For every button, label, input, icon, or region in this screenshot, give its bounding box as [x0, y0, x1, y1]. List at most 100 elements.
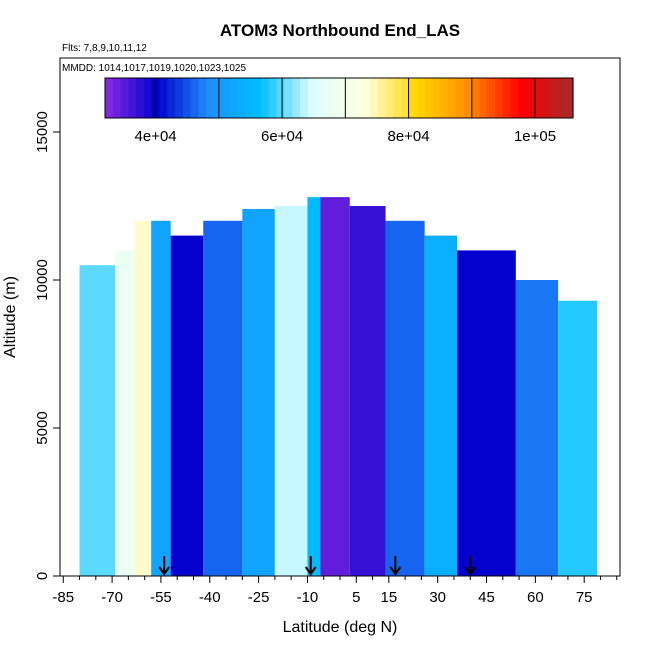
- x-axis-label: Latitude (deg N): [283, 619, 398, 636]
- colorbar-segment: [393, 78, 402, 118]
- colorbar-segment: [175, 78, 184, 118]
- colorbar-segment: [518, 78, 527, 118]
- colorbar: 4e+04 6e+04 8e+04 1e+05: [104, 77, 574, 145]
- heatmap-column: [115, 250, 135, 576]
- y-tick-label: 10000: [34, 259, 51, 301]
- colorbar-segment: [526, 78, 535, 118]
- colorbar-segment: [385, 78, 395, 118]
- x-tick-label: 75: [576, 589, 593, 606]
- colorbar-segment: [284, 78, 293, 118]
- colorbar-segment: [268, 78, 278, 118]
- heatmap-column: [515, 280, 559, 576]
- colorbar-segment: [510, 78, 519, 118]
- colorbar-segment: [401, 78, 410, 118]
- heatmap-column: [203, 220, 243, 577]
- colorbar-tick-label: 8e+04: [387, 128, 429, 145]
- colorbar-segment: [261, 78, 270, 118]
- heatmap-column: [274, 206, 308, 576]
- colorbar-segment: [424, 78, 434, 118]
- heatmap-column: [385, 220, 425, 577]
- colorbar-segment: [276, 78, 285, 118]
- colorbar-segment: [136, 78, 145, 118]
- dates-label: MMDD: 1014,1017,1019,1020,1023,1025: [62, 63, 246, 74]
- colorbar-segment: [487, 78, 496, 118]
- profile-marker-arrow: [158, 566, 170, 576]
- x-tick-label: -85: [52, 589, 74, 606]
- colorbar-segment: [323, 78, 332, 118]
- colorbar-segment: [370, 78, 379, 118]
- x-tick-label: -25: [248, 589, 270, 606]
- heatmap-layer: [79, 197, 598, 577]
- colorbar-segment: [237, 78, 246, 118]
- x-tick-label: 15: [380, 589, 397, 606]
- y-tick-label: 0: [34, 572, 51, 580]
- heatmap-column: [307, 197, 321, 576]
- colorbar-frame: [104, 77, 574, 119]
- colorbar-segment: [229, 78, 239, 118]
- colorbar-segment: [440, 78, 449, 118]
- colorbar-segment: [417, 78, 426, 118]
- profile-markers: [158, 556, 477, 576]
- heatmap-column: [558, 300, 598, 576]
- heatmap-column: [349, 206, 386, 576]
- colorbar-segment: [190, 78, 200, 118]
- colorbar-segment: [541, 78, 551, 118]
- heatmap-column: [151, 220, 171, 577]
- colorbar-segment: [354, 78, 363, 118]
- colorbar-segment: [463, 78, 473, 118]
- flights-label: Flts: 7,8,9,10,11,12: [62, 43, 147, 54]
- heatmap-column: [320, 197, 350, 576]
- colorbar-segment: [198, 78, 207, 118]
- colorbar-segment: [222, 78, 231, 118]
- y-tick-label: 5000: [34, 411, 51, 444]
- colorbar-segment: [448, 78, 457, 118]
- colorbar-tick-label: 1e+05: [514, 128, 556, 145]
- x-tick-label: 5: [352, 589, 360, 606]
- colorbar-segment: [471, 78, 480, 118]
- colorbar-segment: [245, 78, 254, 118]
- colorbar-segment: [183, 78, 192, 118]
- heatmap-column: [170, 235, 204, 576]
- x-tick-label: -40: [199, 589, 221, 606]
- heatmap-column: [134, 220, 152, 577]
- colorbar-segment: [502, 78, 512, 118]
- x-tick-label: -70: [101, 589, 123, 606]
- colorbar-segment: [120, 78, 129, 118]
- colorbar-segment: [479, 78, 488, 118]
- colorbar-segment: [456, 78, 465, 118]
- colorbar-segment: [300, 78, 309, 118]
- chart-title: ATOM3 Northbound End_LAS: [220, 21, 460, 40]
- colorbar-segment: [409, 78, 418, 118]
- heatmap-column: [79, 265, 116, 576]
- colorbar-segment: [557, 78, 566, 118]
- y-axis: 0 5000 10000 15000: [34, 111, 60, 580]
- colorbar-segment: [128, 78, 137, 118]
- colorbar-segment: [565, 78, 574, 118]
- colorbar-segment: [112, 78, 122, 118]
- x-tick-label: 30: [429, 589, 446, 606]
- colorbar-segment: [105, 78, 114, 118]
- colorbar-segment: [144, 78, 153, 118]
- profile-marker-arrow: [389, 566, 402, 576]
- colorbar-segment: [206, 78, 215, 118]
- colorbar-tick-label: 6e+04: [261, 128, 303, 145]
- x-axis: -85 -70 -55 -40 -25 -10 5 15 30 45 60 75: [52, 576, 618, 606]
- y-axis-label: Altitude (m): [2, 276, 19, 358]
- colorbar-segment: [432, 78, 441, 118]
- colorbar-segment: [549, 78, 558, 118]
- colorbar-segment: [292, 78, 301, 118]
- colorbar-segment: [495, 78, 504, 118]
- x-tick-label: -55: [150, 589, 172, 606]
- colorbar-segment: [253, 78, 262, 118]
- heatmap-column: [242, 208, 275, 576]
- heatmap-column: [457, 250, 516, 576]
- colorbar-segment: [331, 78, 340, 118]
- colorbar-segment: [362, 78, 371, 118]
- colorbar-segment: [346, 78, 356, 118]
- heatmap-column: [424, 235, 458, 576]
- profile-marker-arrow: [304, 566, 317, 576]
- colorbar-segment: [167, 78, 176, 118]
- colorbar-segment: [307, 78, 317, 118]
- colorbar-tick-label: 4e+04: [135, 128, 177, 145]
- y-tick-label: 15000: [34, 111, 51, 153]
